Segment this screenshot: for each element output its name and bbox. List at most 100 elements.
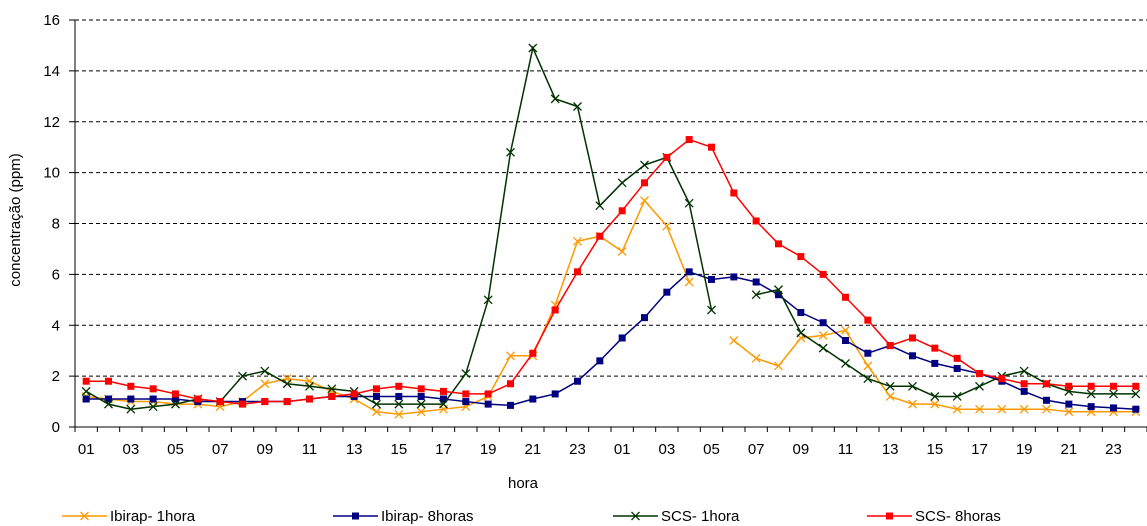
legend-label: Ibirap- 8horas [381, 508, 474, 525]
data-point [528, 43, 538, 53]
data-point [417, 385, 425, 393]
data-point [641, 179, 648, 187]
data-point [1109, 389, 1118, 399]
data-point [1042, 404, 1051, 414]
data-point [1087, 382, 1095, 390]
data-point [975, 381, 984, 391]
data-point [172, 395, 179, 403]
data-point [260, 366, 270, 376]
x-tick-label: 09 [256, 441, 273, 458]
data-point [305, 381, 314, 391]
data-point [931, 359, 939, 367]
data-point [863, 361, 873, 371]
data-point [953, 354, 961, 362]
data-point [930, 399, 940, 409]
data-point [82, 377, 90, 385]
data-point [81, 386, 91, 396]
data-point [684, 198, 694, 208]
data-point [283, 398, 291, 406]
data-point [909, 334, 916, 342]
legend-item: Ibirap- 8horas [333, 508, 474, 525]
data-point [462, 390, 470, 398]
legend-item: SCS- 1hora [613, 508, 740, 525]
y-tick-label: 10 [43, 165, 60, 182]
data-point [395, 392, 403, 400]
x-tick-label: 11 [838, 441, 854, 458]
x-tick-label: 23 [1105, 441, 1122, 458]
data-point [172, 390, 179, 398]
data-point [306, 395, 313, 403]
data-point [975, 404, 984, 414]
data-point [1086, 389, 1096, 399]
data-point [127, 395, 135, 403]
data-point [685, 136, 693, 144]
data-point [105, 395, 112, 403]
data-point [1043, 380, 1050, 388]
data-point [394, 409, 404, 419]
data-point [507, 401, 514, 409]
series-line [86, 138, 1136, 405]
y-tick-label: 2 [52, 368, 60, 385]
data-point [484, 400, 492, 408]
x-tick-label: 15 [390, 441, 407, 458]
data-point [909, 352, 916, 360]
data-point [819, 319, 827, 327]
x-tick-label: 19 [1016, 441, 1033, 458]
data-point [730, 189, 738, 197]
data-point [707, 305, 716, 315]
data-point [684, 277, 694, 287]
series-line [85, 45, 1136, 410]
y-tick-label: 12 [43, 114, 60, 131]
y-tick-label: 16 [43, 12, 60, 29]
data-point [416, 407, 426, 417]
data-point [595, 201, 605, 211]
data-point [1132, 382, 1140, 390]
data-point [462, 398, 470, 406]
data-point [908, 399, 917, 409]
data-point [596, 232, 604, 240]
data-point [841, 325, 850, 335]
x-tick-label: 05 [703, 441, 720, 458]
data-point [640, 160, 649, 170]
data-point [617, 247, 627, 256]
data-point [440, 395, 447, 403]
data-point [886, 342, 894, 350]
data-point [775, 291, 782, 299]
series-lines [81, 43, 1141, 419]
data-point [394, 399, 404, 409]
data-point [127, 382, 135, 390]
series-4 [82, 136, 1140, 408]
data-point [417, 392, 425, 400]
data-point [797, 309, 805, 317]
x-tick-label: 07 [748, 441, 765, 458]
data-point [573, 102, 582, 111]
data-point [617, 178, 627, 188]
data-point [372, 399, 381, 409]
y-tick-label: 4 [52, 317, 60, 334]
x-tick-label: 23 [569, 441, 586, 458]
data-point [752, 217, 760, 225]
data-point [708, 143, 715, 151]
x-tick-label: 13 [346, 441, 363, 458]
x-tick-label: 21 [1060, 441, 1077, 458]
data-point [1043, 396, 1050, 404]
data-point [751, 353, 761, 363]
x-tick-label: 01 [78, 441, 95, 458]
data-point [439, 399, 448, 409]
series-3 [81, 43, 1141, 414]
data-point [461, 369, 471, 379]
data-point [1110, 382, 1117, 390]
x-axis-ticks: 01 03 05 07 09 11 13 15 17 19 21 23 01 03 05 07 09 11 13 15… [74, 427, 1147, 458]
data-point [148, 402, 158, 412]
x-tick-label: 01 [614, 441, 631, 458]
data-point [216, 398, 224, 406]
x-tick-label: 07 [212, 441, 229, 458]
data-point [952, 404, 962, 414]
data-point [149, 395, 157, 403]
legend: Ibirap- 1hora Ibirap- 8horas SCS- 1hora SCS… [62, 508, 1001, 525]
data-point [930, 392, 940, 401]
y-tick-label: 6 [52, 266, 60, 283]
data-point [239, 400, 246, 408]
data-point [507, 380, 514, 388]
